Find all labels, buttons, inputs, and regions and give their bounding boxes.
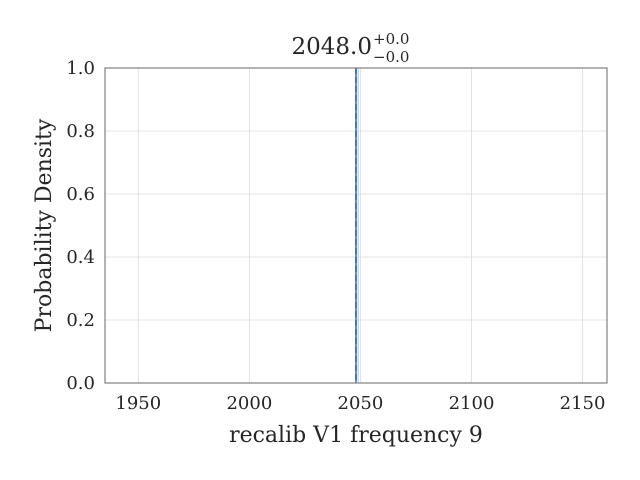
- x-tick-label: 2050: [338, 393, 384, 414]
- y-tick-label: 0.8: [66, 121, 95, 142]
- x-tick-label: 1950: [115, 393, 161, 414]
- x-tick-label: 2000: [226, 393, 272, 414]
- y-tick-label: 1.0: [66, 58, 95, 79]
- chart-title: 2048.0 +0.0 −0.0: [292, 30, 410, 66]
- x-tick-label: 2150: [560, 393, 606, 414]
- y-axis-ticks: 0.0 0.2 0.4 0.6 0.8 1.0: [66, 58, 95, 394]
- y-tick-label: 0.2: [66, 310, 95, 331]
- title-lower-error: −0.0: [373, 48, 409, 66]
- title-value: 2048.0: [292, 34, 372, 60]
- x-axis-label: recalib V1 frequency 9: [229, 423, 483, 448]
- y-tick-label: 0.4: [66, 247, 95, 268]
- y-axis-label: Probability Density: [32, 118, 57, 332]
- x-axis-ticks: 1950 2000 2050 2100 2150: [115, 393, 605, 414]
- y-tick-label: 0.0: [66, 373, 95, 394]
- y-tick-label: 0.6: [66, 184, 95, 205]
- x-tick-label: 2100: [449, 393, 495, 414]
- plot-frame: [104, 67, 608, 384]
- title-upper-error: +0.0: [373, 30, 409, 48]
- plot-marks: [355, 68, 359, 383]
